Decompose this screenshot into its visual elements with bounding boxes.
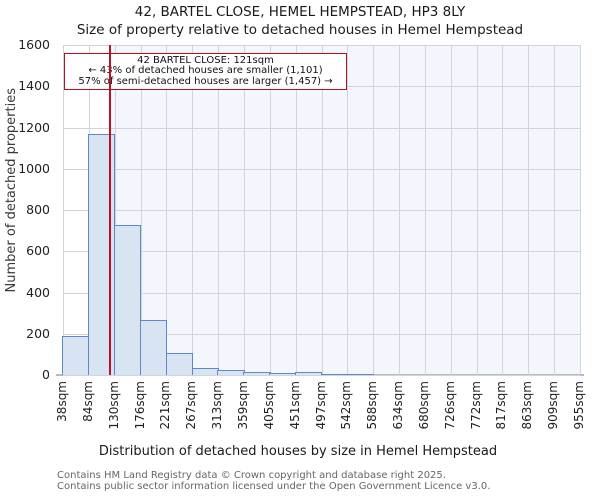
x-tick-label: 588sqm <box>365 381 380 430</box>
x-axis-title: Distribution of detached houses by size … <box>98 444 498 459</box>
x-tick-label: 817sqm <box>494 381 509 430</box>
x-tick-label: 359sqm <box>235 381 250 430</box>
histogram-bar <box>320 373 349 375</box>
x-tick-label: 267sqm <box>184 381 199 430</box>
histogram-bar <box>113 225 142 375</box>
footer-attribution-2: Contains public sector information licen… <box>57 481 491 492</box>
annotation-box: 42 BARTEL CLOSE: 121sqm ← 43% of detache… <box>64 53 347 90</box>
gridline-horizontal <box>63 292 580 294</box>
histogram-bar <box>243 372 271 375</box>
y-axis-title: Number of detached properties <box>4 88 19 293</box>
histogram-bar <box>294 372 323 375</box>
gridline-horizontal <box>63 45 580 46</box>
x-tick-label: 863sqm <box>520 381 535 430</box>
x-tick-label: 634sqm <box>391 381 406 430</box>
histogram-bar <box>346 373 374 375</box>
x-tick-label: 176sqm <box>132 381 147 430</box>
y-tick-label: 600 <box>26 243 50 259</box>
gridline-horizontal <box>63 375 580 376</box>
y-tick-label: 800 <box>26 202 50 217</box>
y-tick-label: 1000 <box>18 160 50 176</box>
y-tick-label: 0 <box>42 367 50 382</box>
x-tick-label: 497sqm <box>313 381 328 430</box>
x-tick-label: 38sqm <box>55 381 69 422</box>
gridline-vertical <box>580 45 581 375</box>
y-tick-label: 1200 <box>18 119 50 135</box>
gridline-horizontal <box>63 168 580 170</box>
annotation-line-3: 57% of semi-detached houses are larger (… <box>78 75 333 87</box>
y-tick-label: 1400 <box>18 78 50 94</box>
histogram-bar <box>139 319 168 375</box>
x-tick-label: 84sqm <box>80 381 95 422</box>
annotation-line-1: 42 BARTEL CLOSE: 121sqm <box>137 54 274 66</box>
histogram-bar <box>191 367 219 375</box>
x-tick-label: 726sqm <box>442 381 457 430</box>
histogram-bar <box>165 352 193 375</box>
y-tick-label: 1600 <box>18 37 50 52</box>
x-tick-label: 221sqm <box>158 381 173 430</box>
x-tick-label: 313sqm <box>210 381 225 430</box>
histogram-bar <box>88 133 116 375</box>
x-tick-label: 405sqm <box>261 381 276 430</box>
subject-property-marker-line <box>108 45 111 375</box>
gridline-horizontal <box>63 127 580 129</box>
plot-area: 42 BARTEL CLOSE: 121sqm ← 43% of detache… <box>62 45 581 376</box>
y-tick-label: 200 <box>26 325 50 341</box>
chart-title: 42, BARTEL CLOSE, HEMEL HEMPSTEAD, HP3 8… <box>134 4 466 20</box>
gridline-horizontal <box>63 210 580 211</box>
y-tick-label: 400 <box>26 284 50 300</box>
chart-subtitle: Size of property relative to detached ho… <box>76 22 524 38</box>
x-tick-label: 451sqm <box>287 381 302 430</box>
x-tick-label: 130sqm <box>106 381 121 430</box>
x-tick-label: 542sqm <box>339 381 354 430</box>
footer-attribution-1: Contains HM Land Registry data © Crown c… <box>57 470 446 481</box>
histogram-bar <box>269 373 297 375</box>
x-tick-label: 772sqm <box>468 381 483 430</box>
gridline-horizontal <box>63 251 580 253</box>
histogram-bar <box>217 370 245 375</box>
annotation-line-2: ← 43% of detached houses are smaller (1,… <box>88 65 323 77</box>
gridline-horizontal <box>63 333 580 335</box>
x-tick-label: 909sqm <box>546 381 561 430</box>
x-tick-label: 955sqm <box>572 381 586 430</box>
x-tick-label: 680sqm <box>416 381 431 430</box>
histogram-bar <box>62 335 90 375</box>
